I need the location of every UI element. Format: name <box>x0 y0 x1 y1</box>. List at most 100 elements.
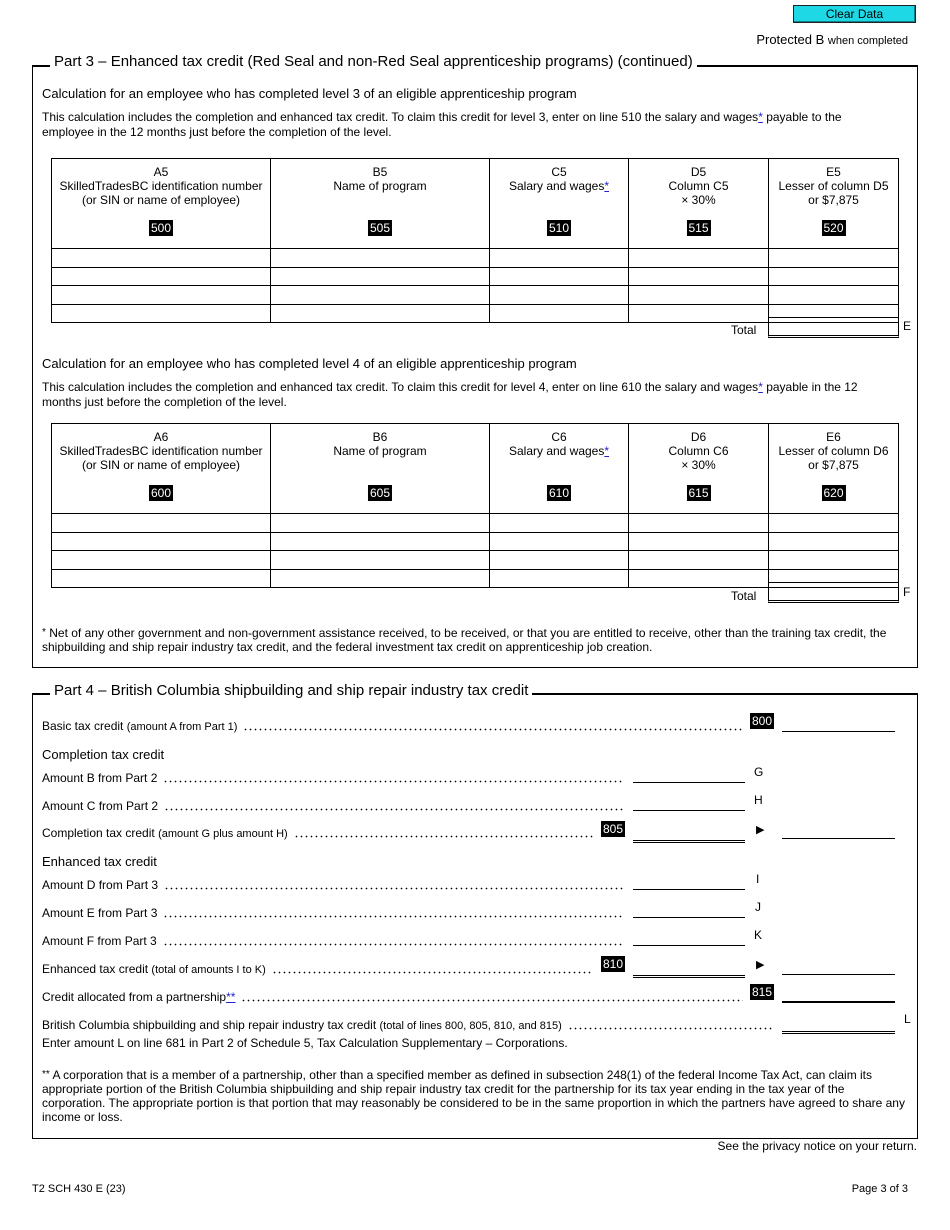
level4-table: A6 SkilledTradesBC identification number(… <box>51 423 899 588</box>
total-f-field[interactable] <box>768 582 899 603</box>
input-cell[interactable] <box>51 303 271 323</box>
input-cell[interactable] <box>51 568 271 588</box>
input-cell[interactable] <box>51 531 271 551</box>
line-815-field[interactable] <box>782 987 895 1003</box>
letter-h: H <box>754 793 763 807</box>
enhanced-total-field[interactable] <box>782 960 895 975</box>
form-id: T2 SCH 430 E (23) <box>32 1183 126 1195</box>
clear-data-button[interactable]: Clear Data <box>793 5 916 23</box>
line-code: 605 <box>367 485 393 501</box>
letter-g: G <box>754 765 764 779</box>
input-cell[interactable] <box>768 513 899 533</box>
input-cell[interactable] <box>628 285 769 305</box>
input-cell[interactable] <box>270 568 490 588</box>
letter-j: J <box>755 900 761 914</box>
amount-i-field[interactable] <box>633 875 745 890</box>
input-cell[interactable] <box>270 303 490 323</box>
level3-heading: Calculation for an employee who has comp… <box>42 86 577 101</box>
amount-b-row: Amount B from Part 2 <box>42 769 627 785</box>
arrow-right-icon: ▶ <box>756 824 765 836</box>
line-code: 615 <box>686 485 711 501</box>
line-805-field[interactable] <box>633 826 745 843</box>
footnote-link[interactable]: ** <box>226 990 236 1004</box>
input-cell[interactable] <box>51 550 271 570</box>
input-cell[interactable] <box>628 568 769 588</box>
input-cell[interactable] <box>489 266 629 286</box>
input-cell[interactable] <box>768 285 899 305</box>
input-cell[interactable] <box>489 303 629 323</box>
input-cell[interactable] <box>628 550 769 570</box>
amount-h-field[interactable] <box>633 796 745 811</box>
privacy-notice: See the privacy notice on your return. <box>717 1139 917 1153</box>
protected-text: Protected B <box>756 32 825 47</box>
page-number: Page 3 of 3 <box>851 1183 908 1195</box>
letter-i: I <box>756 872 760 886</box>
dot-leader <box>243 728 743 731</box>
input-cell[interactable] <box>270 285 490 305</box>
input-cell[interactable] <box>51 285 271 305</box>
input-cell[interactable] <box>270 266 490 286</box>
table-header-row: A6 SkilledTradesBC identification number(… <box>51 423 899 514</box>
input-cell[interactable] <box>489 285 629 305</box>
input-cell[interactable] <box>768 550 899 570</box>
letter-f: F <box>903 585 911 599</box>
line-code: 620 <box>821 485 846 501</box>
input-cell[interactable] <box>51 266 271 286</box>
line-code: 600 <box>148 485 174 501</box>
line-code-805: 805 <box>601 821 626 837</box>
enhanced-heading: Enhanced tax credit <box>42 854 157 869</box>
footnote-link[interactable]: * <box>604 179 610 193</box>
col-d6: D6 Column C6 × 30% 615 <box>628 423 769 514</box>
line-800-field[interactable] <box>782 717 895 732</box>
input-cell[interactable] <box>489 531 629 551</box>
footnote-link[interactable]: * <box>758 380 763 394</box>
input-cell[interactable] <box>768 531 899 551</box>
input-cell[interactable] <box>489 513 629 533</box>
dot-leader <box>567 1027 773 1030</box>
input-cell[interactable] <box>270 513 490 533</box>
line-code: 610 <box>546 485 572 501</box>
input-cell[interactable] <box>768 248 899 268</box>
input-cell[interactable] <box>489 568 629 588</box>
table-row <box>51 248 899 268</box>
total-credit-row: British Columbia shipbuilding and ship r… <box>42 1016 777 1032</box>
dot-leader <box>163 780 623 783</box>
dot-leader <box>163 915 623 918</box>
footnote-link[interactable]: * <box>604 444 610 458</box>
part3-footnote: * Net of any other government and non-go… <box>42 626 887 654</box>
table-row <box>51 568 899 588</box>
input-cell[interactable] <box>628 303 769 323</box>
input-cell[interactable] <box>628 513 769 533</box>
input-cell[interactable] <box>51 248 271 268</box>
input-cell[interactable] <box>628 266 769 286</box>
total-label-f: Total <box>731 589 757 603</box>
part4-footnote: ** A corporation that is a member of a p… <box>42 1068 905 1124</box>
input-cell[interactable] <box>489 248 629 268</box>
input-cell[interactable] <box>489 550 629 570</box>
amount-j-field[interactable] <box>633 903 745 918</box>
input-cell[interactable] <box>270 531 490 551</box>
table-header-row: A5 SkilledTradesBC identification number(… <box>51 158 899 249</box>
table-row <box>51 531 899 551</box>
line-810-field[interactable] <box>633 961 745 978</box>
letter-k: K <box>754 928 763 942</box>
input-cell[interactable] <box>628 248 769 268</box>
footnote-link[interactable]: * <box>758 110 763 124</box>
input-cell[interactable] <box>768 303 899 323</box>
input-cell[interactable] <box>51 513 271 533</box>
col-e5: E5 Lesser of column D5 or $7,875 520 <box>768 158 899 249</box>
input-cell[interactable] <box>768 266 899 286</box>
completion-total-field[interactable] <box>782 824 895 839</box>
input-cell[interactable] <box>628 531 769 551</box>
dot-leader <box>164 887 623 890</box>
total-e-field[interactable] <box>768 317 899 338</box>
completion-credit-row: Completion tax credit (amount G plus amo… <box>42 824 597 840</box>
amount-k-field[interactable] <box>633 931 745 946</box>
input-cell[interactable] <box>270 550 490 570</box>
amount-g-field[interactable] <box>633 768 745 783</box>
amount-l-field[interactable] <box>782 1017 895 1034</box>
input-cell[interactable] <box>270 248 490 268</box>
col-b5: B5 Name of program 505 <box>270 158 490 249</box>
line-code: 505 <box>367 220 393 236</box>
input-cell[interactable] <box>768 568 899 588</box>
